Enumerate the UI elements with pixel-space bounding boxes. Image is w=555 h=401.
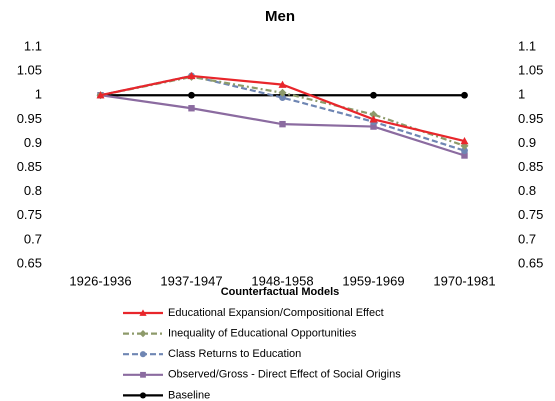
y-tick-label: 1 bbox=[35, 87, 42, 102]
legend-label: Inequality of Educational Opportunities bbox=[168, 328, 357, 340]
y2-tick-label: 0.8 bbox=[518, 183, 536, 198]
chart-title: Men bbox=[265, 8, 295, 25]
y-tick-label: 0.9 bbox=[24, 135, 42, 150]
y-tick-label: 1.05 bbox=[17, 63, 42, 78]
legend-marker bbox=[139, 330, 147, 338]
legend-marker bbox=[139, 351, 147, 358]
marker bbox=[279, 120, 286, 128]
legend-label: Observed/Gross - Direct Effect of Social… bbox=[168, 369, 401, 381]
x-tick-label: 1926-1936 bbox=[69, 273, 131, 288]
marker bbox=[370, 123, 377, 130]
y-tick-label: 0.85 bbox=[17, 159, 42, 174]
y2-tick-label: 0.85 bbox=[518, 159, 543, 174]
y2-tick-label: 1.1 bbox=[518, 38, 536, 53]
legend-title: Counterfactual Models bbox=[221, 286, 340, 298]
marker bbox=[96, 91, 105, 99]
legend-label: Class Returns to Education bbox=[168, 348, 301, 360]
y2-tick-label: 1.05 bbox=[518, 63, 543, 78]
y-tick-label: 0.65 bbox=[17, 255, 42, 270]
legend-label: Baseline bbox=[168, 389, 210, 401]
marker bbox=[187, 71, 196, 80]
x-tick-label: 1959-1969 bbox=[342, 273, 404, 288]
marker bbox=[279, 94, 286, 102]
marker bbox=[370, 91, 377, 99]
marker bbox=[188, 91, 195, 99]
marker bbox=[461, 147, 468, 155]
marker bbox=[460, 137, 469, 145]
legend-label: Educational Expansion/Compositional Effe… bbox=[168, 307, 384, 319]
legend-marker bbox=[139, 392, 147, 399]
y2-tick-label: 1 bbox=[518, 87, 525, 102]
y2-tick-label: 0.95 bbox=[518, 111, 543, 126]
y2-tick-label: 0.65 bbox=[518, 255, 543, 270]
x-tick-label: 1948-1958 bbox=[251, 273, 313, 288]
y2-tick-label: 0.7 bbox=[518, 231, 536, 246]
y-tick-label: 1.1 bbox=[24, 38, 42, 53]
y-tick-label: 0.7 bbox=[24, 231, 42, 246]
marker bbox=[461, 152, 468, 159]
x-tick-label: 1937-1947 bbox=[160, 273, 222, 288]
x-tick-label: 1970-1981 bbox=[433, 273, 495, 288]
legend-marker bbox=[139, 309, 147, 316]
marker bbox=[369, 110, 378, 119]
marker bbox=[188, 105, 195, 112]
y-tick-label: 0.8 bbox=[24, 183, 42, 198]
marker bbox=[369, 115, 378, 123]
y-tick-label: 0.95 bbox=[17, 111, 42, 126]
y2-tick-label: 0.75 bbox=[518, 207, 543, 222]
marker bbox=[278, 88, 287, 97]
y2-tick-label: 0.9 bbox=[518, 135, 536, 150]
marker bbox=[461, 91, 468, 99]
marker bbox=[278, 80, 287, 88]
legend-marker bbox=[140, 371, 146, 378]
y-tick-label: 0.75 bbox=[17, 207, 42, 222]
